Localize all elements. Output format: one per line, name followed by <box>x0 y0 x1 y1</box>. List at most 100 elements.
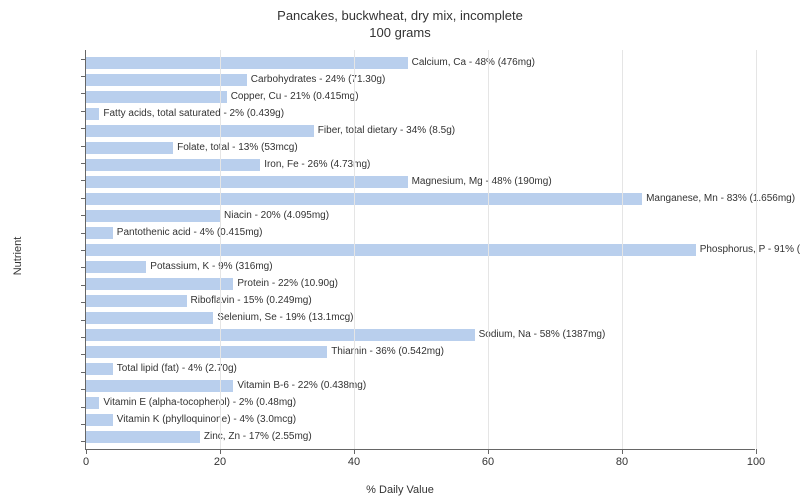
y-tick <box>81 111 86 112</box>
bars-group: Calcium, Ca - 48% (476mg) Carbohydrates -… <box>86 50 755 449</box>
x-tick <box>756 449 757 454</box>
bar-row: Carbohydrates - 24% (71.30g) <box>86 73 755 86</box>
bar-row: Vitamin E (alpha-tocopherol) - 2% (0.48m… <box>86 396 755 409</box>
bar <box>86 74 247 86</box>
y-tick <box>81 424 86 425</box>
bar-row: Thiamin - 36% (0.542mg) <box>86 345 755 358</box>
bar <box>86 142 173 154</box>
bar <box>86 57 408 69</box>
x-tick <box>622 449 623 454</box>
y-tick <box>81 407 86 408</box>
bar <box>86 244 696 256</box>
bar-row: Zinc, Zn - 17% (2.55mg) <box>86 430 755 443</box>
y-tick <box>81 320 86 321</box>
bar-row: Sodium, Na - 58% (1387mg) <box>86 328 755 341</box>
bar-label: Riboflavin - 15% (0.249mg) <box>191 295 312 306</box>
x-tick-label: 0 <box>83 456 89 468</box>
bar <box>86 108 99 120</box>
bar-row: Fiber, total dietary - 34% (8.5g) <box>86 124 755 137</box>
y-tick <box>81 198 86 199</box>
bar-label: Magnesium, Mg - 48% (190mg) <box>412 176 552 187</box>
y-tick <box>81 267 86 268</box>
bar-label: Protein - 22% (10.90g) <box>237 278 338 289</box>
bar-label: Niacin - 20% (4.095mg) <box>224 210 329 221</box>
bar <box>86 380 233 392</box>
y-tick <box>81 250 86 251</box>
bar <box>86 159 260 171</box>
bar <box>86 125 314 137</box>
x-axis-label: % Daily Value <box>366 484 434 496</box>
bar-row: Niacin - 20% (4.095mg) <box>86 209 755 222</box>
bar-label: Pantothenic acid - 4% (0.415mg) <box>117 227 263 238</box>
bar <box>86 329 475 341</box>
y-tick <box>81 389 86 390</box>
nutrient-chart: Pancakes, buckwheat, dry mix, incomplete… <box>0 0 800 500</box>
bar-row: Fatty acids, total saturated - 2% (0.439… <box>86 107 755 120</box>
bar-label: Folate, total - 13% (53mcg) <box>177 142 298 153</box>
bar-label: Selenium, Se - 19% (13.1mcg) <box>217 312 353 323</box>
bar-label: Total lipid (fat) - 4% (2.70g) <box>117 363 237 374</box>
x-tick-label: 40 <box>348 456 360 468</box>
bar <box>86 278 233 290</box>
title-line-2: 100 grams <box>369 25 430 40</box>
y-tick <box>81 163 86 164</box>
y-tick <box>81 180 86 181</box>
bar-label: Phosphorus, P - 91% (913mg) <box>700 244 800 255</box>
y-tick <box>81 128 86 129</box>
bar <box>86 363 113 375</box>
bar-row: Phosphorus, P - 91% (913mg) <box>86 243 755 256</box>
bar-row: Potassium, K - 9% (316mg) <box>86 260 755 273</box>
bar <box>86 210 220 222</box>
x-tick <box>220 449 221 454</box>
y-axis-label: Nutrient <box>12 237 24 276</box>
x-tick-label: 80 <box>616 456 628 468</box>
y-tick <box>81 93 86 94</box>
bar <box>86 431 200 443</box>
grid-line <box>488 50 489 449</box>
bar-label: Potassium, K - 9% (316mg) <box>150 261 272 272</box>
y-tick <box>81 215 86 216</box>
bar-row: Vitamin K (phylloquinone) - 4% (3.0mcg) <box>86 413 755 426</box>
y-tick <box>81 285 86 286</box>
bar <box>86 414 113 426</box>
bar-label: Manganese, Mn - 83% (1.656mg) <box>646 193 795 204</box>
y-tick <box>81 441 86 442</box>
x-tick-label: 100 <box>747 456 765 468</box>
bar <box>86 312 213 324</box>
bar <box>86 193 642 205</box>
bar-row: Iron, Fe - 26% (4.73mg) <box>86 158 755 171</box>
y-tick <box>81 76 86 77</box>
grid-line <box>622 50 623 449</box>
y-tick <box>81 354 86 355</box>
bar <box>86 261 146 273</box>
bar-row: Riboflavin - 15% (0.249mg) <box>86 294 755 307</box>
bar-row: Vitamin B-6 - 22% (0.438mg) <box>86 379 755 392</box>
bar-label: Sodium, Na - 58% (1387mg) <box>479 329 606 340</box>
x-tick <box>86 449 87 454</box>
bar-label: Fatty acids, total saturated - 2% (0.439… <box>103 108 284 119</box>
x-tick <box>488 449 489 454</box>
bar <box>86 91 227 103</box>
bar-label: Fiber, total dietary - 34% (8.5g) <box>318 125 455 136</box>
bar-label: Copper, Cu - 21% (0.415mg) <box>231 91 359 102</box>
bar-row: Pantothenic acid - 4% (0.415mg) <box>86 226 755 239</box>
bar-row: Calcium, Ca - 48% (476mg) <box>86 56 755 69</box>
bar-row: Copper, Cu - 21% (0.415mg) <box>86 90 755 103</box>
grid-line <box>756 50 757 449</box>
bar-row: Manganese, Mn - 83% (1.656mg) <box>86 192 755 205</box>
y-tick <box>81 146 86 147</box>
chart-title: Pancakes, buckwheat, dry mix, incomplete… <box>0 0 800 42</box>
y-tick <box>81 302 86 303</box>
bar-label: Thiamin - 36% (0.542mg) <box>331 346 444 357</box>
x-tick-label: 60 <box>482 456 494 468</box>
bar <box>86 176 408 188</box>
bar <box>86 227 113 239</box>
bar <box>86 295 187 307</box>
bar-label: Vitamin K (phylloquinone) - 4% (3.0mcg) <box>117 414 296 425</box>
x-tick <box>354 449 355 454</box>
bar-row: Total lipid (fat) - 4% (2.70g) <box>86 362 755 375</box>
grid-line <box>220 50 221 449</box>
title-line-1: Pancakes, buckwheat, dry mix, incomplete <box>277 8 523 23</box>
grid-line <box>354 50 355 449</box>
bar-label: Vitamin E (alpha-tocopherol) - 2% (0.48m… <box>103 397 296 408</box>
